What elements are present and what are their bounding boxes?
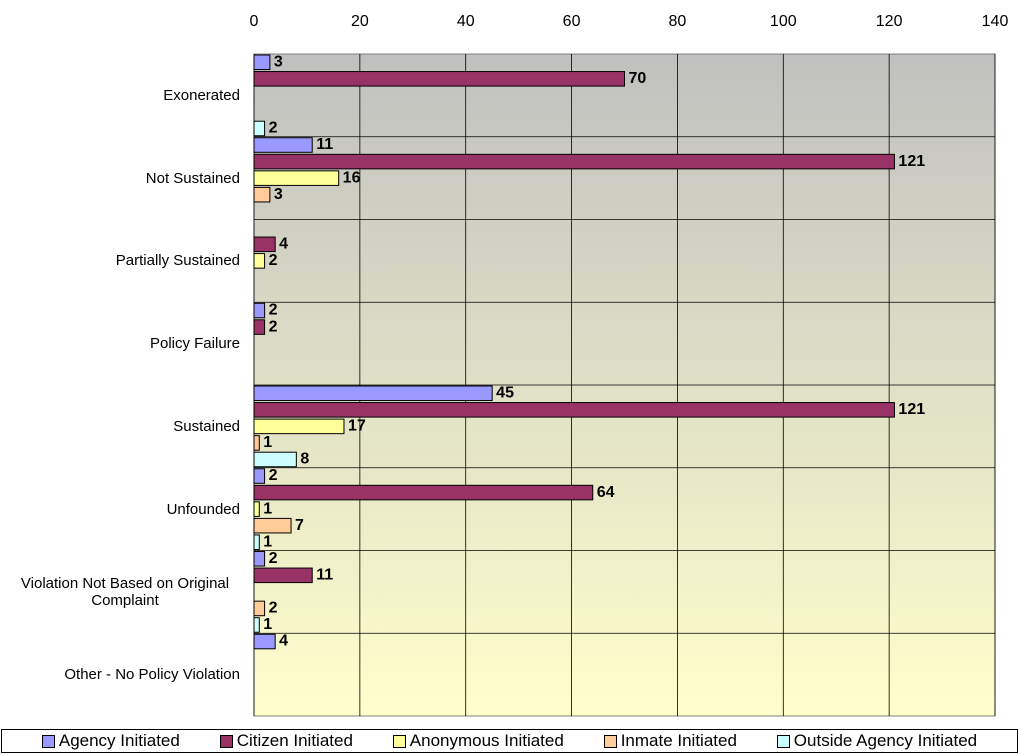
data-label: 2: [269, 600, 278, 617]
category-label: Unfounded: [0, 468, 240, 551]
data-label: 121: [898, 401, 925, 418]
bar: [253, 418, 345, 435]
bar: [253, 534, 260, 551]
data-label: 1: [263, 434, 272, 451]
x-tick-label: 60: [563, 13, 581, 30]
data-label: 7: [295, 517, 304, 534]
legend-item: Inmate Initiated: [603, 731, 737, 751]
bar: [253, 451, 297, 468]
data-label: 3: [274, 53, 283, 70]
bar: [253, 186, 271, 203]
legend-swatch: [392, 734, 406, 748]
data-label: 2: [269, 318, 278, 335]
data-label: 2: [269, 550, 278, 567]
data-label: 64: [597, 484, 615, 501]
data-label: 11: [316, 567, 333, 584]
category-label: Partially Sustained: [0, 220, 240, 303]
data-label: 121: [898, 153, 925, 170]
bar: [253, 600, 266, 617]
category-label: Other - No Policy Violation: [0, 633, 240, 716]
data-label: 2: [269, 302, 278, 319]
data-label: 4: [279, 633, 288, 650]
category-label-text: Other - No Policy Violation: [64, 666, 240, 684]
x-tick-label: 120: [876, 13, 903, 30]
category-label-text: Partially Sustained: [115, 252, 240, 270]
bar: [253, 54, 271, 71]
category-label-text: Policy Failure: [149, 335, 240, 353]
bar: [253, 236, 276, 253]
bar: [253, 484, 594, 501]
legend-label: Anonymous Initiated: [409, 731, 564, 750]
bar: [253, 468, 266, 484]
legend-item: Outside Agency Initiated: [776, 731, 978, 751]
bar: [253, 71, 625, 87]
data-label: 2: [269, 252, 278, 269]
data-label: 70: [629, 70, 647, 87]
data-label: 3: [274, 186, 283, 203]
category-label-text: Exonerated: [163, 86, 240, 104]
bar: [253, 385, 493, 402]
data-label: 45: [496, 384, 514, 401]
x-tick-label: 40: [457, 13, 475, 30]
bar: [253, 302, 266, 319]
legend-item: Agency Initiated: [41, 731, 180, 751]
legend-swatch: [776, 734, 790, 748]
data-label: 17: [348, 418, 366, 435]
data-label: 1: [263, 533, 272, 550]
x-tick-label: 100: [770, 13, 797, 30]
bar: [253, 402, 895, 418]
x-tick-label: 80: [669, 13, 687, 30]
data-label: 1: [263, 500, 272, 517]
category-label: Not Sustained: [0, 137, 240, 220]
bar: [253, 517, 292, 534]
bar: [253, 253, 266, 269]
category-label-text: Sustained: [173, 417, 240, 435]
x-tick-label: 140: [982, 13, 1009, 30]
data-label: 11: [316, 136, 333, 153]
bar: [253, 501, 260, 517]
x-tick-label: 20: [351, 13, 369, 30]
data-label: 4: [279, 236, 288, 253]
data-label: 2: [269, 467, 278, 484]
legend-label: Agency Initiated: [58, 731, 180, 750]
legend-label: Outside Agency Initiated: [793, 731, 978, 750]
legend-label: Inmate Initiated: [620, 731, 737, 750]
legend-swatch: [603, 734, 617, 748]
data-label: 1: [263, 616, 272, 633]
bar: [253, 319, 266, 335]
bar: [253, 170, 340, 186]
category-label: Sustained: [0, 385, 240, 468]
legend-item: Citizen Initiated: [219, 731, 353, 751]
category-label-text: Not Sustained: [145, 169, 240, 187]
category-label-text: Unfounded: [166, 500, 240, 518]
data-label: 8: [300, 451, 309, 468]
data-label: 2: [269, 120, 278, 137]
bar: [253, 137, 313, 153]
category-label: Policy Failure: [0, 302, 240, 385]
legend-swatch: [219, 734, 233, 748]
bar: [253, 551, 266, 567]
category-label: Exonerated: [0, 54, 240, 137]
category-label: Violation Not Based on Original Complain…: [0, 551, 240, 634]
bar: [253, 617, 260, 633]
bar: [253, 633, 276, 650]
legend-swatch: [41, 734, 55, 748]
bar: [253, 567, 313, 584]
bar: [253, 153, 895, 170]
data-label: 16: [343, 169, 361, 186]
legend-item: Anonymous Initiated: [392, 731, 564, 751]
x-tick-label: 0: [250, 13, 259, 30]
bar: [253, 435, 260, 451]
category-label-text: Violation Not Based on Original Complain…: [20, 574, 230, 609]
legend: Agency Initiated Citizen Initiated Anonymo…: [1, 729, 1018, 753]
legend-label: Citizen Initiated: [236, 731, 353, 750]
bar: [253, 120, 266, 137]
